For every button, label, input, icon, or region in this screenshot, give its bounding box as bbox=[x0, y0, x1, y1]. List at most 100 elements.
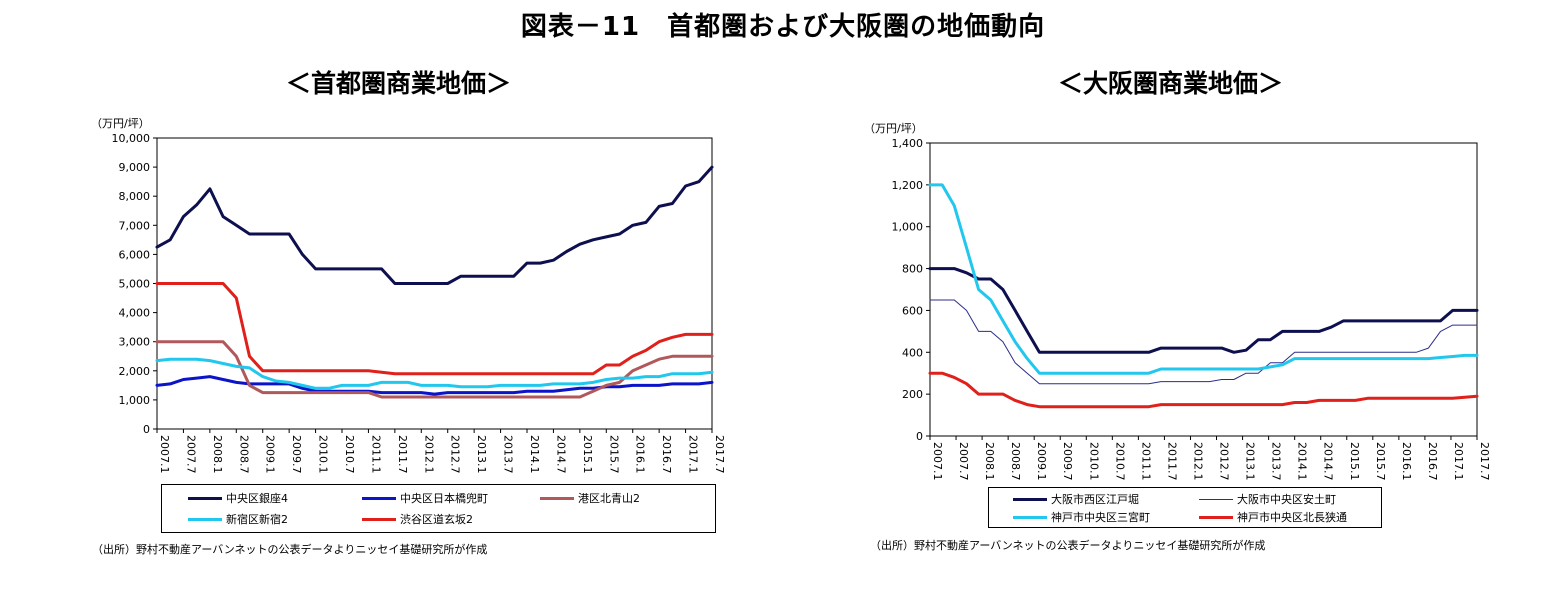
legend-swatch bbox=[1199, 515, 1233, 519]
y-tick-label: 10,000 bbox=[112, 132, 151, 145]
legend-item-shinjuku: 新宿区新宿2 bbox=[188, 511, 288, 527]
y-tick-label: 600 bbox=[902, 304, 923, 317]
legend-swatch bbox=[1013, 497, 1047, 501]
x-tick-label: 2009.1 bbox=[1035, 442, 1048, 481]
y-tick-label: 4,000 bbox=[119, 307, 151, 320]
x-tick-label: 2013.7 bbox=[1270, 442, 1283, 481]
legend-label: 港区北青山2 bbox=[578, 492, 640, 505]
x-tick-label: 2010.7 bbox=[343, 435, 356, 474]
legend-item-kabutocho: 中央区日本橋兜町 bbox=[362, 490, 488, 506]
x-tick-label: 2007.7 bbox=[957, 442, 970, 481]
y-tick-label: 3,000 bbox=[119, 336, 151, 349]
y-tick-label: 400 bbox=[902, 346, 923, 359]
legend-item-ginza: 中央区銀座4 bbox=[188, 490, 288, 506]
legend-swatch bbox=[1013, 515, 1047, 519]
x-tick-label: 2011.1 bbox=[1139, 442, 1152, 481]
legend-item-azuchimachi: 大阪市中央区安土町 bbox=[1199, 491, 1336, 507]
y-tick-label: 1,000 bbox=[892, 221, 924, 234]
legend-swatch bbox=[362, 517, 396, 521]
x-tick-label: 2008.1 bbox=[211, 435, 224, 474]
x-tick-label: 2010.1 bbox=[1087, 442, 1100, 481]
y-tick-label: 8,000 bbox=[119, 190, 151, 203]
x-tick-label: 2017.1 bbox=[687, 435, 700, 474]
legend-swatch bbox=[188, 496, 222, 500]
x-tick-label: 2011.7 bbox=[1165, 442, 1178, 481]
y-tick-label: 9,000 bbox=[119, 161, 151, 174]
x-tick-label: 2014.1 bbox=[528, 435, 541, 474]
legend-item-edobori: 大阪市西区江戸堀 bbox=[1013, 491, 1139, 507]
x-tick-label: 2017.7 bbox=[713, 435, 726, 474]
x-tick-label: 2016.1 bbox=[634, 435, 647, 474]
x-tick-label: 2014.7 bbox=[554, 435, 567, 474]
y-axis-unit: （万円/坪） bbox=[91, 117, 150, 130]
x-tick-label: 2013.1 bbox=[1244, 442, 1257, 481]
x-tick-label: 2016.7 bbox=[1426, 442, 1439, 481]
series-line-3 bbox=[155, 340, 714, 399]
legend-swatch bbox=[362, 496, 396, 500]
right-legend: 大阪市西区江戸堀 大阪市中央区安土町 神戸市中央区三宮町 神戸市中央区北長狭通 bbox=[988, 487, 1382, 528]
y-tick-label: 0 bbox=[916, 430, 923, 443]
legend-label: 渋谷区道玄坂2 bbox=[400, 513, 473, 526]
legend-label: 大阪市中央区安土町 bbox=[1237, 493, 1336, 506]
legend-label: 中央区日本橋兜町 bbox=[400, 492, 488, 505]
x-tick-label: 2015.1 bbox=[1348, 442, 1361, 481]
x-tick-label: 2015.7 bbox=[1374, 442, 1387, 481]
legend-label: 中央区銀座4 bbox=[226, 492, 288, 505]
right-source-note: （出所）野村不動産アーバンネットの公表データよりニッセイ基礎研究所が作成 bbox=[870, 539, 1266, 552]
series-line-3 bbox=[928, 183, 1479, 375]
legend-item-sannomiya: 神戸市中央区三宮町 bbox=[1013, 509, 1150, 525]
series-line-1 bbox=[155, 165, 714, 285]
series-line-1 bbox=[928, 267, 1479, 354]
y-tick-label: 1,000 bbox=[119, 394, 151, 407]
left-source-note: （出所）野村不動産アーバンネットの公表データよりニッセイ基礎研究所が作成 bbox=[92, 543, 488, 556]
x-tick-label: 2007.1 bbox=[158, 435, 171, 474]
x-tick-label: 2017.1 bbox=[1452, 442, 1465, 481]
y-tick-label: 800 bbox=[902, 263, 923, 276]
x-tick-label: 2015.1 bbox=[581, 435, 594, 474]
x-tick-label: 2012.1 bbox=[1191, 442, 1204, 481]
y-tick-label: 5,000 bbox=[119, 278, 151, 291]
y-tick-label: 1,400 bbox=[892, 137, 924, 150]
x-tick-label: 2007.7 bbox=[184, 435, 197, 474]
x-tick-label: 2013.7 bbox=[502, 435, 515, 474]
series-line-2 bbox=[929, 299, 1478, 385]
legend-label: 神戸市中央区三宮町 bbox=[1051, 511, 1150, 524]
x-tick-label: 2009.7 bbox=[290, 435, 303, 474]
legend-swatch bbox=[188, 517, 222, 521]
x-tick-label: 2012.1 bbox=[422, 435, 435, 474]
y-tick-label: 1,200 bbox=[892, 179, 924, 192]
x-tick-label: 2011.7 bbox=[396, 435, 409, 474]
y-axis-unit: （万円/坪） bbox=[864, 122, 923, 135]
x-tick-label: 2008.7 bbox=[1009, 442, 1022, 481]
plot-border bbox=[929, 142, 1478, 437]
legend-label: 大阪市西区江戸堀 bbox=[1051, 493, 1139, 506]
right-chart-title: ＜大阪圏商業地価＞ bbox=[1058, 69, 1284, 98]
legend-swatch bbox=[1199, 498, 1233, 500]
y-tick-label: 0 bbox=[143, 423, 150, 436]
y-tick-label: 2,000 bbox=[119, 365, 151, 378]
x-tick-label: 2015.7 bbox=[607, 435, 620, 474]
x-tick-label: 2008.1 bbox=[983, 442, 996, 481]
x-tick-label: 2012.7 bbox=[1218, 442, 1231, 481]
left-chart-title: ＜首都圏商業地価＞ bbox=[286, 69, 512, 98]
x-tick-label: 2014.1 bbox=[1296, 442, 1309, 481]
x-tick-label: 2007.1 bbox=[931, 442, 944, 481]
legend-item-kitanagasa: 神戸市中央区北長狭通 bbox=[1199, 509, 1347, 525]
y-tick-label: 200 bbox=[902, 388, 923, 401]
x-tick-label: 2013.1 bbox=[475, 435, 488, 474]
series-line-4 bbox=[155, 357, 714, 390]
x-tick-label: 2017.7 bbox=[1478, 442, 1491, 481]
left-legend: 中央区銀座4 中央区日本橋兜町 港区北青山2 新宿区新宿2 渋谷区道玄坂2 bbox=[161, 484, 716, 533]
figure-title: 図表－11 首都圏および大阪圏の地価動向 bbox=[520, 12, 1046, 42]
x-tick-label: 2014.7 bbox=[1322, 442, 1335, 481]
series-line-4 bbox=[928, 371, 1479, 409]
series-line-5 bbox=[155, 282, 714, 376]
legend-swatch bbox=[540, 496, 574, 500]
x-tick-label: 2012.7 bbox=[449, 435, 462, 474]
x-tick-label: 2009.1 bbox=[264, 435, 277, 474]
x-tick-label: 2008.7 bbox=[237, 435, 250, 474]
x-tick-label: 2016.1 bbox=[1400, 442, 1413, 481]
x-tick-label: 2011.1 bbox=[369, 435, 382, 474]
